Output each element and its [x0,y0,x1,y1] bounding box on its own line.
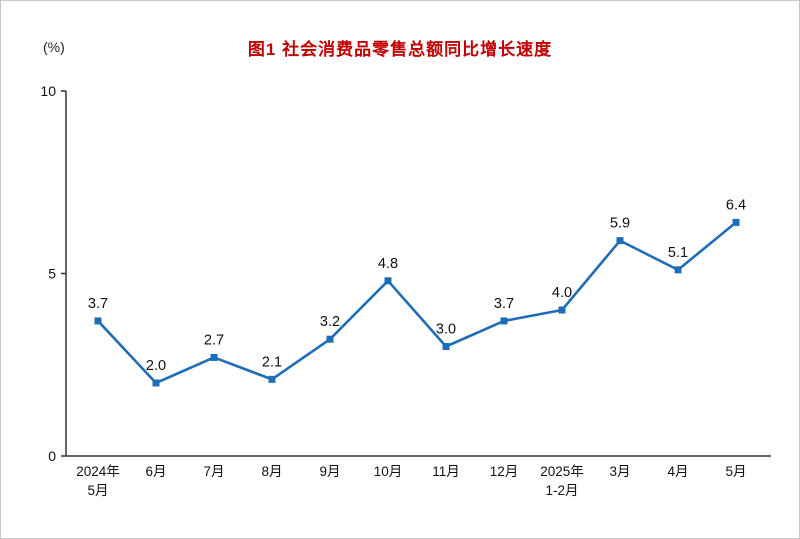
data-point-marker [732,218,740,226]
data-point-marker [210,353,218,361]
x-tick-label: 6月 [145,464,166,479]
data-point-marker [268,375,276,383]
x-tick-label: 8月 [261,464,282,479]
data-point-label: 4.8 [378,256,398,272]
data-point-label: 3.7 [88,296,108,312]
data-point-label: 4.0 [552,285,572,301]
x-tick-label: 4月 [667,464,688,479]
data-point-label: 3.7 [494,296,514,312]
data-point-marker [152,379,160,387]
chart-title: 图1 社会消费品零售总额同比增长速度 [247,40,553,59]
data-point-marker [384,277,392,285]
data-line [97,221,737,385]
x-tick-label: 11月 [432,464,460,479]
x-tick-label: 2025年 1-2月 [540,464,584,498]
data-point-label: 6.4 [726,197,746,213]
x-tick-label: 7月 [203,464,224,479]
x-tick-label: 10月 [374,464,403,479]
x-tick-label: 2024年 5月 [76,464,120,498]
data-point-label: 3.2 [320,314,340,330]
x-tick-label: 9月 [319,464,340,479]
y-tick-label: 5 [48,266,56,282]
data-point-marker [500,317,508,325]
data-point-marker [674,266,682,274]
y-axis-unit-label: (%) [43,39,65,55]
data-point-marker [616,237,624,245]
data-point-marker [442,343,450,350]
data-point-label: 2.1 [262,354,282,370]
y-tick-label: 0 [48,448,56,464]
data-point-marker [326,335,334,343]
x-tick-label: 3月 [609,464,630,479]
y-tick-label: 10 [40,83,56,99]
data-point-marker [558,306,566,314]
x-tick-label: 5月 [725,464,746,479]
x-tick-label: 12月 [490,464,519,479]
data-point-label: 2.0 [146,358,166,374]
data-point-label: 5.9 [610,216,630,232]
data-point-label: 3.0 [436,322,456,338]
data-point-label: 5.1 [668,245,688,261]
data-point-marker [94,317,102,325]
data-point-label: 2.7 [204,332,224,348]
